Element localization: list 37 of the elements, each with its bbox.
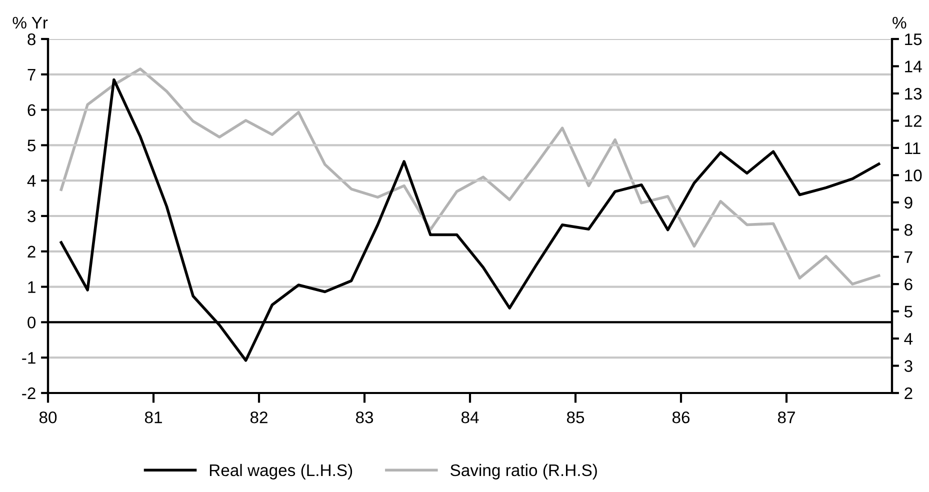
y2-tick-label: 13 — [905, 88, 922, 100]
x-tick-label: 84 — [461, 411, 479, 424]
y-tick-label: -2 — [22, 387, 36, 400]
y2-tick-label: 9 — [904, 196, 912, 209]
y2-tick-label: 14 — [905, 60, 922, 72]
x-tick-label: 83 — [356, 411, 374, 424]
y2-tick-label: 5 — [904, 306, 912, 318]
x-tick-label: 86 — [672, 411, 690, 424]
y-tick-label: 8 — [28, 33, 36, 46]
y-tick-label: 3 — [28, 210, 36, 222]
y2-tick-label: 6 — [904, 278, 912, 290]
x-tick-label: 82 — [250, 411, 268, 424]
y2-tick-label: 8 — [904, 224, 912, 236]
y-tick-label: 5 — [28, 140, 36, 152]
y2-tick-label: 12 — [905, 115, 922, 127]
y2-tick-label: 3 — [904, 360, 912, 372]
x-tick-label: 87 — [778, 411, 795, 424]
y-tick-label: 0 — [28, 316, 36, 328]
y-tick-label: 7 — [28, 68, 36, 80]
y2-tick-label: 11 — [905, 142, 920, 154]
y2-tick-label: 10 — [905, 170, 922, 182]
y2-tick-label: 15 — [905, 34, 922, 46]
y-axis-title: % Yr — [12, 16, 48, 29]
x-tick-label: 85 — [566, 411, 584, 424]
y2-axis-title: % — [892, 16, 906, 29]
y-tick-label: 4 — [27, 175, 36, 187]
y-tick-label: 1 — [28, 281, 36, 293]
x-tick-label: 81 — [144, 411, 162, 424]
y2-tick-label: 4 — [904, 333, 913, 345]
x-tick-label: 80 — [39, 411, 57, 424]
legend-label: Saving ratio (R.H.S) — [450, 464, 597, 480]
y-tick-label: -1 — [22, 352, 36, 364]
y2-tick-label: 2 — [904, 387, 912, 400]
legend-label: Real wages (L.H.S) — [210, 464, 352, 480]
y-tick-label: 6 — [28, 104, 36, 116]
y2-tick-label: 7 — [904, 251, 912, 263]
y-tick-label: 2 — [28, 246, 36, 258]
